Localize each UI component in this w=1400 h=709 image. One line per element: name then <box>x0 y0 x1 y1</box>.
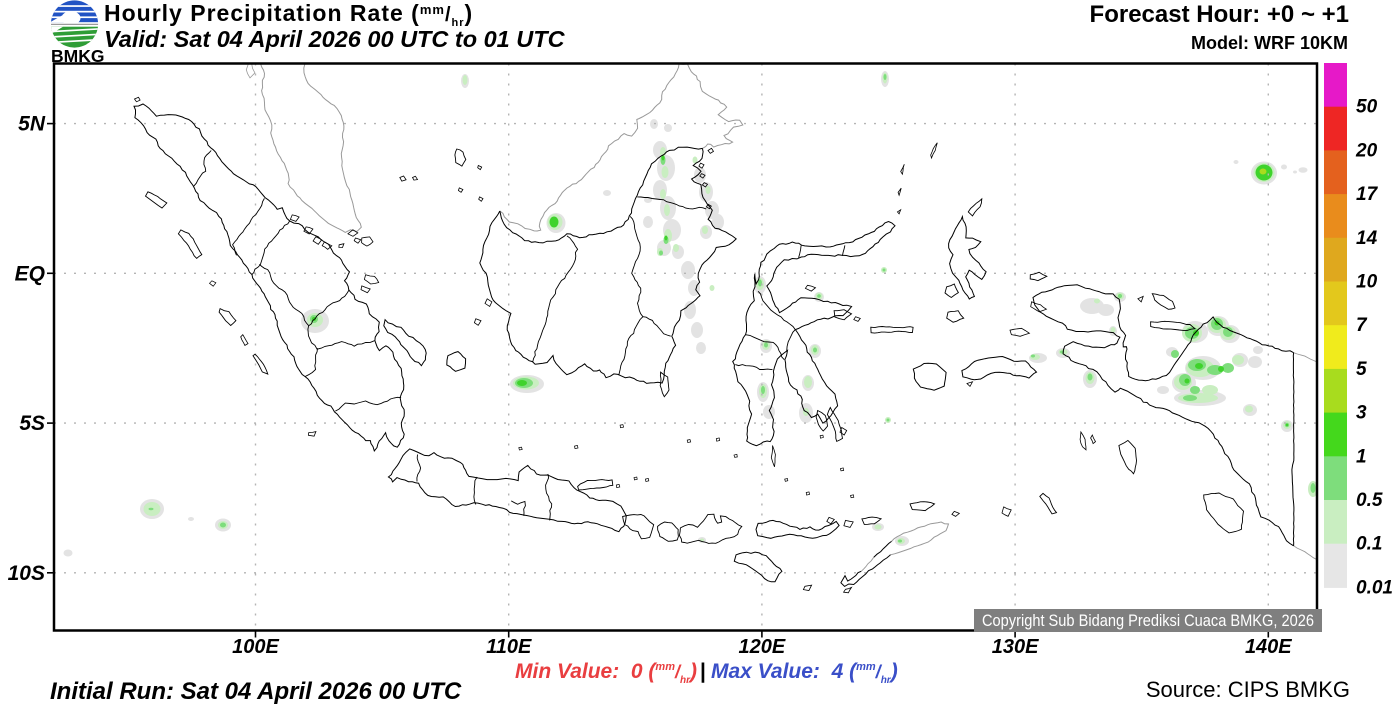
svg-text:Source: CIPS BMKG: Source: CIPS BMKG <box>1146 677 1350 702</box>
svg-text:110E: 110E <box>486 636 532 658</box>
svg-text:50: 50 <box>1356 97 1378 118</box>
svg-text:EQ: EQ <box>15 262 45 285</box>
svg-text:140E: 140E <box>1245 636 1292 658</box>
svg-text:3: 3 <box>1356 403 1367 424</box>
svg-text:Forecast Hour: +0 ~ +1: Forecast Hour: +0 ~ +1 <box>1090 1 1349 28</box>
svg-text:7: 7 <box>1356 315 1368 336</box>
svg-text:Valid: Sat 04 April 2026 00 UT: Valid: Sat 04 April 2026 00 UTC to 01 UT… <box>104 26 566 52</box>
svg-text:14: 14 <box>1356 228 1378 249</box>
svg-text:5N: 5N <box>18 113 46 136</box>
svg-text:5: 5 <box>1356 359 1367 380</box>
svg-text:|: | <box>700 660 706 683</box>
svg-text:0.1: 0.1 <box>1356 534 1382 555</box>
svg-text:Hourly Precipitation Rate (mm/: Hourly Precipitation Rate (mm/hr) <box>104 0 473 29</box>
svg-text:100E: 100E <box>232 636 279 658</box>
svg-text:20: 20 <box>1355 140 1378 161</box>
svg-text:0.01: 0.01 <box>1356 577 1393 598</box>
svg-text:0.5: 0.5 <box>1356 490 1383 511</box>
svg-text:10S: 10S <box>8 562 45 585</box>
svg-text:Copyright Sub Bidang Prediksi: Copyright Sub Bidang Prediksi Cuaca BMKG… <box>982 611 1314 630</box>
svg-text:Model: WRF 10KM: Model: WRF 10KM <box>1191 33 1348 53</box>
svg-text:1: 1 <box>1356 446 1367 467</box>
svg-text:120E: 120E <box>739 636 786 658</box>
svg-text:5S: 5S <box>19 412 45 435</box>
svg-text:130E: 130E <box>992 636 1039 658</box>
svg-text:Initial Run: Sat 04 April 2026: Initial Run: Sat 04 April 2026 00 UTC <box>50 678 462 705</box>
svg-text:10: 10 <box>1356 272 1378 293</box>
svg-text:17: 17 <box>1356 184 1379 205</box>
svg-text:BMKG: BMKG <box>51 46 104 66</box>
